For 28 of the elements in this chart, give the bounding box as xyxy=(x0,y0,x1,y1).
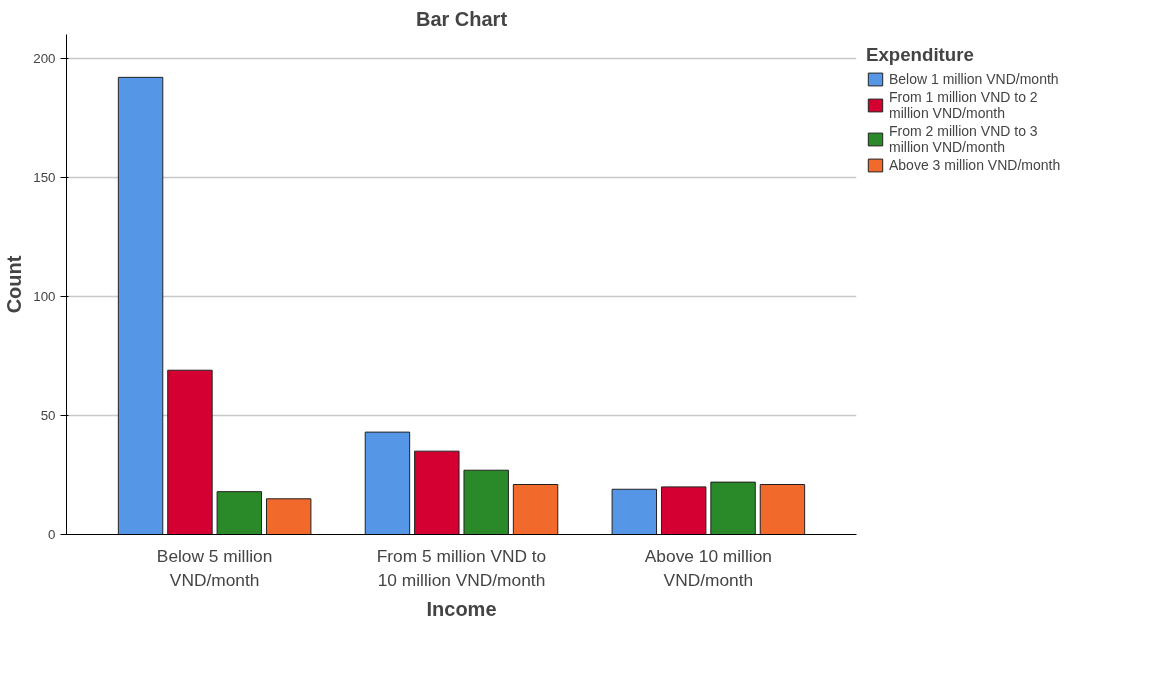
y-tick-label: 100 xyxy=(33,288,56,304)
chart-title: Bar Chart xyxy=(415,7,508,30)
y-tick-label: 200 xyxy=(33,50,56,66)
bar xyxy=(265,498,312,535)
bar xyxy=(759,484,806,535)
legend-title: Expenditure xyxy=(866,44,975,66)
y-axis-title: Count xyxy=(3,255,26,314)
legend-label: From 2 million VND to 3 million VND/month xyxy=(889,123,1038,155)
bar xyxy=(414,450,460,535)
bar xyxy=(167,369,213,535)
y-tick-label: 50 xyxy=(40,407,56,423)
bar xyxy=(216,491,263,535)
bar xyxy=(611,488,658,535)
x-axis-title: Income xyxy=(426,597,497,620)
legend-label: Above 3 million VND/month xyxy=(889,157,1061,173)
y-tick-label: 0 xyxy=(48,527,56,542)
legend-label: Below 1 million VND/month xyxy=(889,71,1059,87)
bar xyxy=(660,486,707,535)
x-tick-label: Above 10 million VND/month xyxy=(644,545,772,590)
y-tick-label: 150 xyxy=(33,169,56,185)
bar xyxy=(463,469,509,535)
legend-label: From 1 million VND to 2 million VND/month xyxy=(889,89,1038,121)
bar xyxy=(364,431,411,535)
x-tick-label: Below 5 million VND/month xyxy=(156,545,273,590)
bar xyxy=(710,481,756,535)
bar xyxy=(117,76,164,535)
x-tick-label: From 5 million VND to 10 million VND/month xyxy=(376,545,547,590)
bar xyxy=(512,484,559,535)
